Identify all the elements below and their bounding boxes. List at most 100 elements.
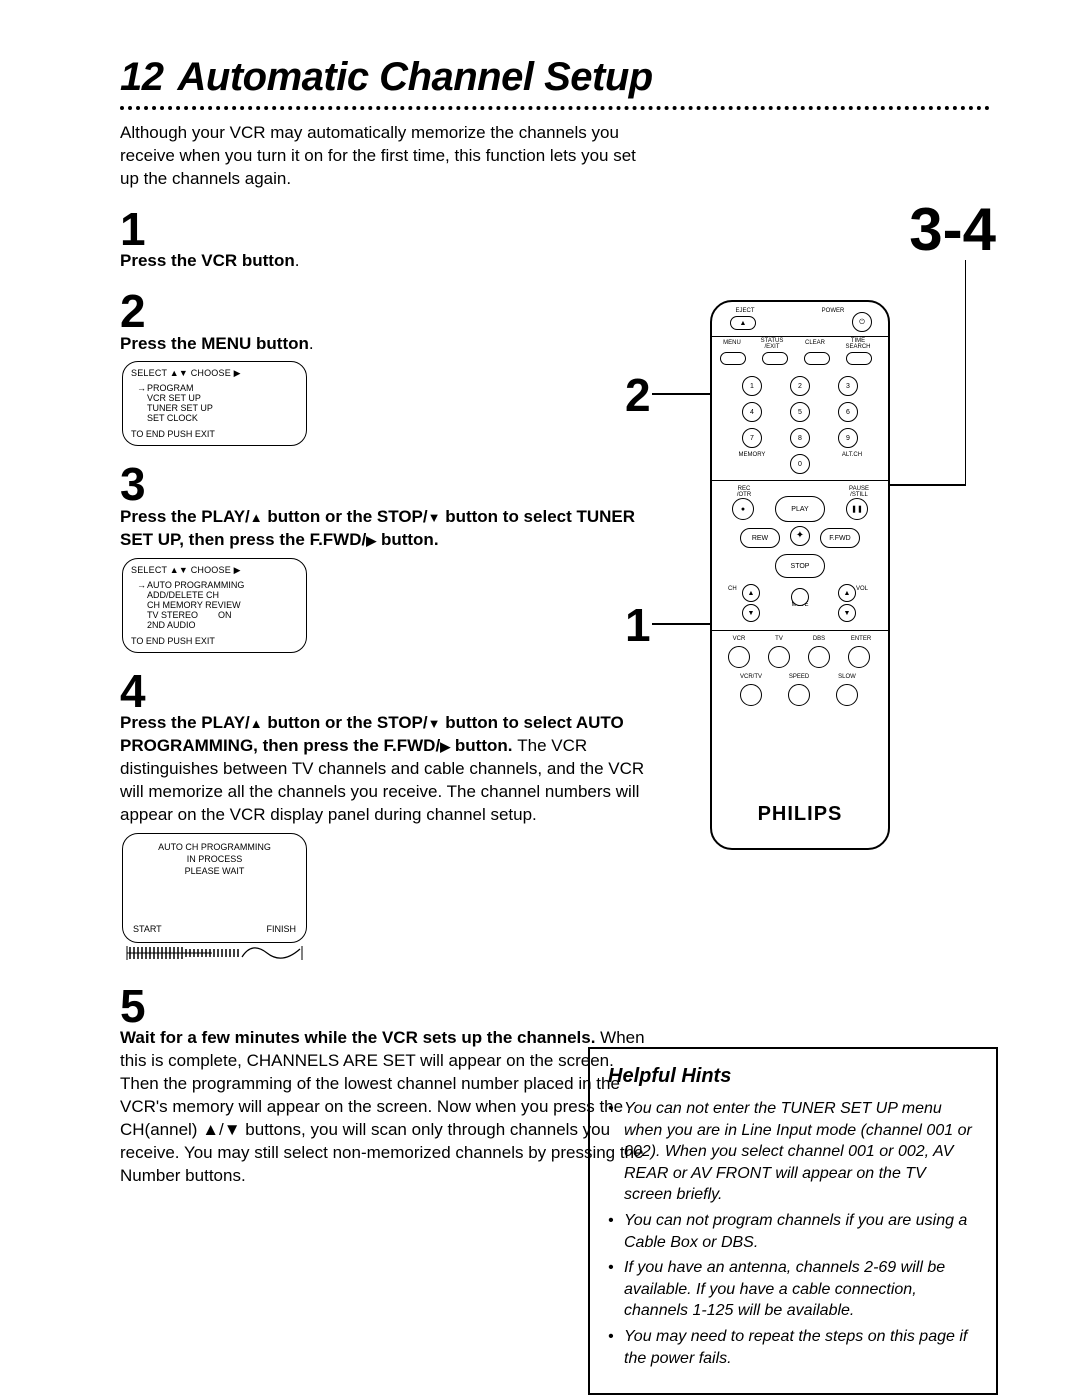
up-triangle-icon: ▲ bbox=[250, 509, 263, 527]
ch-up-button bbox=[742, 584, 760, 602]
section-title: Automatic Channel Setup bbox=[178, 55, 653, 100]
selection-arrow-icon: → bbox=[137, 383, 147, 393]
vol-up-button bbox=[838, 584, 856, 602]
enter-label: ENTER bbox=[846, 636, 876, 642]
step-3-number: 3 bbox=[120, 464, 650, 505]
step-3-bold: Press the PLAY/▲ button or the STOP/▼ bu… bbox=[120, 507, 635, 549]
step-5-text: Wait for a few minutes while the VCR set… bbox=[120, 1027, 650, 1188]
page-number: 12 bbox=[120, 55, 164, 100]
osd-prog-l2: IN PROCESS bbox=[131, 854, 298, 864]
step-3-text: Press the PLAY/▲ button or the STOP/▼ bu… bbox=[120, 506, 650, 552]
step-5-bold: Wait for a few minutes while the VCR set… bbox=[120, 1028, 595, 1047]
time-search-label: TIME SEARCH bbox=[840, 338, 876, 350]
num-button: 8 bbox=[790, 428, 810, 448]
status-exit-label: STATUS /EXIT bbox=[756, 338, 788, 350]
rew-button: REW bbox=[740, 528, 780, 548]
osd-progress: AUTO CH PROGRAMMING IN PROCESS PLEASE WA… bbox=[122, 833, 307, 943]
osd-tuner-menu: SELECT ▲▼ CHOOSE ▶ →AUTO PROGRAMMING ADD… bbox=[122, 558, 307, 653]
ffwd-button: F.FWD bbox=[820, 528, 860, 548]
tv-button bbox=[768, 646, 790, 668]
osd-header: SELECT ▲▼ CHOOSE ▶ bbox=[131, 565, 298, 576]
pause-button: ❚❚ bbox=[846, 498, 868, 520]
osd-prog-bottom: START FINISH bbox=[133, 924, 296, 934]
slow-button bbox=[836, 684, 858, 706]
down-triangle-icon: ▼ bbox=[428, 715, 441, 733]
step-4-text: Press the PLAY/▲ button or the STOP/▼ bu… bbox=[120, 712, 650, 827]
num-button: 6 bbox=[838, 402, 858, 422]
osd-prog-l3: PLEASE WAIT bbox=[131, 866, 298, 876]
menu-label: MENU bbox=[718, 340, 746, 346]
eject-button: ▲ bbox=[730, 316, 756, 330]
hint-item: •You can not enter the TUNER SET UP menu… bbox=[608, 1098, 978, 1206]
power-button: ⏻ bbox=[852, 312, 872, 332]
right-icon: ▶ bbox=[234, 565, 241, 575]
osd-items: →AUTO PROGRAMMING ADD/DELETE CH CH MEMOR… bbox=[137, 580, 298, 630]
eject-label: EJECT bbox=[730, 308, 760, 314]
right-triangle-icon: ▶ bbox=[366, 532, 376, 550]
step-2-text: Press the MENU button. bbox=[120, 333, 650, 356]
vcrtv-label: VCR/TV bbox=[734, 674, 768, 680]
callout-line bbox=[652, 623, 717, 625]
clear-button bbox=[804, 352, 830, 365]
tv-label: TV bbox=[766, 636, 792, 642]
osd-item: ADD/DELETE CH bbox=[137, 590, 298, 600]
osd-item: SET CLOCK bbox=[137, 413, 298, 423]
callout-line bbox=[965, 260, 967, 484]
title-row: 12 Automatic Channel Setup bbox=[120, 55, 990, 100]
hints-list: •You can not enter the TUNER SET UP menu… bbox=[608, 1098, 978, 1369]
num-button: 9 bbox=[838, 428, 858, 448]
callout-1: 1 bbox=[625, 598, 651, 652]
hint-item: •If you have an antenna, channels 2-69 w… bbox=[608, 1257, 978, 1322]
osd-prog-finish: FINISH bbox=[266, 924, 296, 934]
osd-item: →AUTO PROGRAMMING bbox=[137, 580, 298, 590]
power-label: POWER bbox=[818, 308, 848, 314]
step-4-number: 4 bbox=[120, 671, 650, 712]
stop-button: STOP bbox=[775, 554, 825, 578]
up-triangle-icon: ▲ bbox=[250, 715, 263, 733]
osd-footer: TO END PUSH EXIT bbox=[131, 636, 298, 646]
callout-line bbox=[886, 484, 966, 486]
ch-down-button bbox=[742, 604, 760, 622]
rec-otr-label: REC /OTR bbox=[730, 486, 758, 498]
nav-center-icon: ✦ bbox=[790, 526, 810, 546]
steps-column: 1 Press the VCR button. 2 Press the MENU… bbox=[120, 209, 650, 1188]
vcr-button bbox=[728, 646, 750, 668]
right-icon: ▶ bbox=[234, 368, 241, 378]
num-button: 5 bbox=[790, 402, 810, 422]
num-button: 1 bbox=[742, 376, 762, 396]
helpful-hints-box: Helpful Hints •You can not enter the TUN… bbox=[588, 1047, 998, 1395]
hints-title: Helpful Hints bbox=[608, 1065, 978, 1088]
manual-page: 12 Automatic Channel Setup Although your… bbox=[120, 55, 990, 1357]
num-button: 0 bbox=[790, 454, 810, 474]
osd-main-menu: SELECT ▲▼ CHOOSE ▶ →PROGRAM VCR SET UP T… bbox=[122, 361, 307, 446]
time-search-button bbox=[846, 352, 872, 365]
step-5-number: 5 bbox=[120, 986, 650, 1027]
osd-item: TV STEREOON bbox=[137, 610, 298, 620]
osd-hdr-choose: CHOOSE bbox=[191, 565, 231, 575]
rec-button: ● bbox=[732, 498, 754, 520]
osd-item: TUNER SET UP bbox=[137, 403, 298, 413]
remote-body: EJECT ▲ POWER ⏻ MENU STATUS /EXIT CLEAR … bbox=[710, 300, 890, 850]
vol-label: VOL bbox=[856, 586, 868, 592]
osd-item: VCR SET UP bbox=[137, 393, 298, 403]
menu-button bbox=[720, 352, 746, 365]
slow-label: SLOW bbox=[830, 674, 864, 680]
hint-item: •You can not program channels if you are… bbox=[608, 1210, 978, 1253]
dbs-button bbox=[808, 646, 830, 668]
mute-button bbox=[791, 588, 809, 606]
updown-icon: ▲▼ bbox=[170, 368, 188, 378]
osd-header: SELECT ▲▼ CHOOSE ▶ bbox=[131, 368, 298, 379]
callout-3-4: 3-4 bbox=[909, 195, 996, 264]
ch-label: CH bbox=[728, 586, 737, 592]
speed-label: SPEED bbox=[782, 674, 816, 680]
osd-item: 2ND AUDIO bbox=[137, 620, 298, 630]
altch-label: ALT.CH bbox=[832, 452, 872, 458]
callout-2: 2 bbox=[625, 368, 651, 422]
play-button: PLAY bbox=[775, 496, 825, 522]
down-triangle-icon: ▼ bbox=[428, 509, 441, 527]
osd-hdr-select: SELECT bbox=[131, 565, 167, 575]
memory-label: MEMORY bbox=[732, 452, 772, 458]
osd-footer: TO END PUSH EXIT bbox=[131, 429, 298, 439]
step-1-text: Press the VCR button. bbox=[120, 250, 650, 273]
osd-hdr-choose: CHOOSE bbox=[191, 368, 231, 378]
